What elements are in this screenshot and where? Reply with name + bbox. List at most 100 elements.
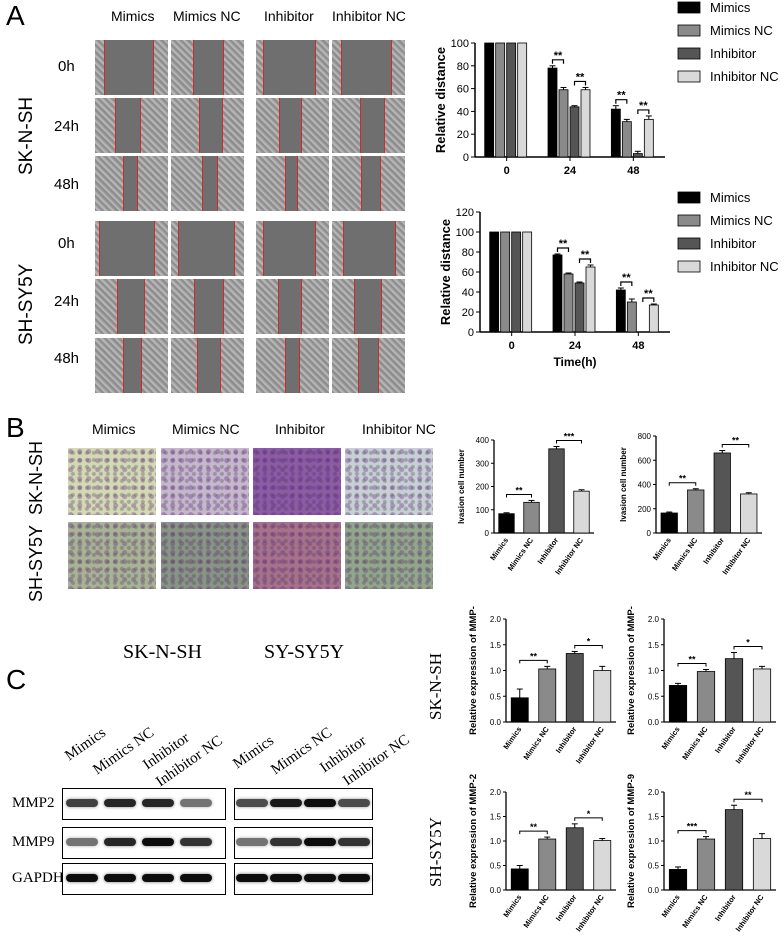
significance-label: ** <box>732 436 740 446</box>
bar <box>668 685 688 723</box>
blot-band <box>104 838 136 846</box>
scratch-gap <box>359 98 386 153</box>
bar <box>495 42 506 158</box>
transwell-micrograph <box>161 448 249 515</box>
bar <box>593 840 612 891</box>
significance-bracket <box>668 482 697 486</box>
scratch-gap <box>103 40 154 95</box>
y-tick-label: 300 <box>476 459 490 468</box>
x-tick-label: Mimics NC <box>506 536 536 573</box>
bar <box>522 231 533 333</box>
x-tick-label: Mimics <box>488 536 510 562</box>
bar <box>660 512 678 534</box>
x-tick-label: Mimics <box>651 536 673 562</box>
y-tick-label: 1.5 <box>648 641 660 650</box>
scratch-micrograph <box>95 338 168 393</box>
y-tick-label: 120 <box>456 207 474 219</box>
transwell-micrograph <box>345 522 433 589</box>
bar <box>724 809 744 891</box>
panel-a-letter: A <box>6 0 25 31</box>
scratch-micrograph <box>256 40 329 95</box>
significance-bracket <box>637 109 650 114</box>
y-tick-label: 0 <box>468 327 474 339</box>
legend-swatch <box>677 70 701 83</box>
significance-label: ** <box>744 790 752 800</box>
legend-label: Mimics <box>710 0 751 15</box>
significance-label: ** <box>639 100 648 112</box>
chart-a2-relative-distance: 0 20 40 60 80 100 120 0 24 ** ** 48 ** ** Relative dis… <box>438 190 779 369</box>
x-tick-label: Inhibitor NC <box>574 725 606 766</box>
bar <box>573 490 590 534</box>
bar <box>565 827 584 891</box>
scratch-gap <box>285 338 301 393</box>
scratch-gap <box>201 156 219 211</box>
blot-band <box>104 799 136 807</box>
significance-label: *** <box>564 432 575 442</box>
significance-bracket <box>574 644 603 649</box>
y-tick-label: 40 <box>462 287 474 299</box>
b-cell-line-label-sknsh: SK-N-SH <box>26 440 46 515</box>
blot-title-sknsh: SK-N-SH <box>123 641 202 663</box>
x-tick-label: Inhibitor <box>713 893 738 923</box>
x-tick-label: Inhibitor <box>701 536 726 566</box>
legend-label: Inhibitor <box>710 236 757 251</box>
b-col-label-inhibitor: Inhibitor <box>275 421 325 437</box>
significance-bracket <box>620 281 633 286</box>
bar <box>511 231 522 333</box>
y-tick-label: 1.0 <box>648 837 660 846</box>
scratch-micrograph <box>95 156 168 211</box>
bar <box>632 153 643 158</box>
scratch-gap <box>194 279 225 334</box>
b-cell-line-label-shsy5y: SH-SY5Y <box>26 524 46 602</box>
bar <box>724 658 744 723</box>
blot-band <box>304 799 336 807</box>
y-tick-label: 0.5 <box>648 692 660 701</box>
y-tick-label: 80 <box>457 61 469 73</box>
bar <box>713 452 731 534</box>
significance-label: ** <box>622 272 631 284</box>
chart-a1-relative-distance: 0 20 40 60 80 100 0 24 ** ** 48 ** ** Relative distan… <box>433 0 779 177</box>
significance-label: ** <box>576 71 585 83</box>
scratch-micrograph <box>332 279 405 334</box>
bar <box>547 67 558 158</box>
blot-band <box>338 874 370 882</box>
significance-bracket <box>556 440 582 444</box>
significance-bracket <box>519 659 548 664</box>
y-axis-label: Relative distance <box>433 47 448 153</box>
bar <box>687 489 705 534</box>
significance-bracket <box>677 662 707 667</box>
y-tick-label: 1.0 <box>490 837 502 846</box>
x-tick-label: Mimics NC <box>680 725 710 762</box>
y-axis-label: Relative expression of MMP-9 <box>626 774 637 908</box>
y-tick-label: 80 <box>462 247 474 259</box>
significance-bracket <box>551 59 565 64</box>
y-tick-label: 200 <box>638 505 652 514</box>
y-tick-label: 0.5 <box>490 692 502 701</box>
x-tick-label: 48 <box>632 340 644 352</box>
scratch-micrograph <box>171 221 244 276</box>
significance-bracket <box>574 817 603 821</box>
x-tick-label: Mimics NC <box>522 725 552 762</box>
y-axis-label: Relative distance <box>438 219 453 325</box>
bar <box>752 668 772 723</box>
cell-line-label-shsy5y: SH-SY5Y <box>16 263 37 345</box>
bar <box>538 838 557 891</box>
bar <box>696 671 716 723</box>
scratch-micrograph <box>332 98 405 153</box>
x-tick-label: Mimics <box>660 725 682 751</box>
bar <box>696 838 716 891</box>
scratch-gap <box>122 338 143 393</box>
x-tick-label: 24 <box>564 165 577 177</box>
significance-bracket <box>573 80 587 86</box>
bar <box>498 513 515 534</box>
blot-band <box>338 799 370 807</box>
x-axis-label: Time(h) <box>553 355 596 369</box>
bar <box>563 273 574 333</box>
scratch-gap <box>197 338 222 393</box>
scratch-gap <box>263 221 317 276</box>
significance-label: ** <box>530 651 538 661</box>
scratch-gap <box>263 40 317 95</box>
scratch-gap <box>277 279 302 334</box>
significance-bracket <box>677 830 707 834</box>
